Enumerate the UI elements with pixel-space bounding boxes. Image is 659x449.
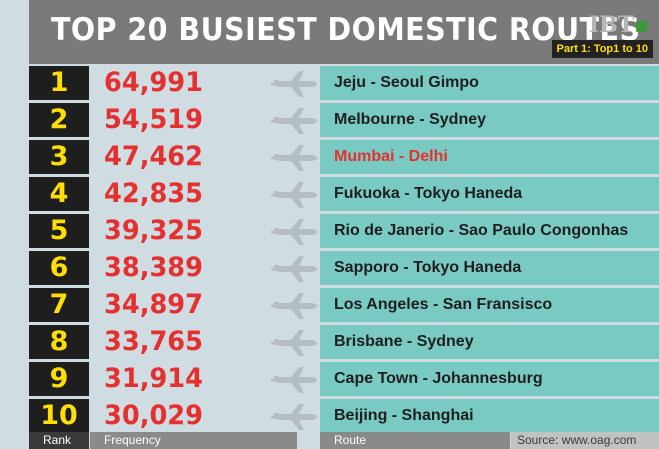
route-label: Sapporo - Tokyo Haneda — [334, 259, 522, 276]
route-label: Cape Town - Johannesburg — [334, 370, 543, 387]
route-cell: Beijing - Shanghai — [320, 399, 659, 433]
table-row: 9 31,914 Cape Town - Johannesburg — [29, 362, 659, 396]
frequency-value: 39,325 — [104, 215, 203, 246]
rank-cell: 5 — [29, 214, 89, 248]
rank-cell: 7 — [29, 288, 89, 322]
rank-cell: 3 — [29, 140, 89, 174]
table-row: 6 38,389 Sapporo - Tokyo Haneda — [29, 251, 659, 285]
airplane-icon — [268, 69, 318, 99]
table-row: 8 33,765 Brisbane - Sydney — [29, 325, 659, 359]
rank-cell: 4 — [29, 177, 89, 211]
frequency-cell: 47,462 — [90, 140, 347, 174]
route-cell: Melbourne - Sydney — [320, 103, 659, 137]
route-cell: Fukuoka - Tokyo Haneda — [320, 177, 659, 211]
table-row: 1 64,991 Jeju - Seoul Gimpo — [29, 66, 659, 100]
table-row: 2 54,519 Melbourne - Sydney — [29, 103, 659, 137]
frequency-value: 54,519 — [104, 104, 203, 135]
airplane-icon — [268, 402, 318, 432]
part-badge: Part 1: Top1 to 10 — [551, 40, 653, 58]
frequency-value: 42,835 — [104, 178, 203, 209]
route-label: Fukuoka - Tokyo Haneda — [334, 185, 523, 202]
airplane-icon — [268, 106, 318, 136]
frequency-cell: 38,389 — [90, 251, 347, 285]
rank-cell: 9 — [29, 362, 89, 396]
table-row: 10 30,029 Beijing - Shanghai — [29, 399, 659, 433]
rank-cell: 8 — [29, 325, 89, 359]
page-title: TOP 20 BUSIEST DOMESTIC ROUTES — [51, 12, 641, 48]
route-cell: Jeju - Seoul Gimpo — [320, 66, 659, 100]
frequency-value: 34,897 — [104, 289, 203, 320]
frequency-value: 30,029 — [104, 400, 203, 431]
frequency-cell: 31,914 — [90, 362, 347, 396]
header-banner: TOP 20 BUSIEST DOMESTIC ROUTES IBT▪ Part… — [29, 0, 659, 64]
brand-text: IBT — [588, 12, 635, 38]
frequency-cell: 39,325 — [90, 214, 347, 248]
airplane-icon — [268, 365, 318, 395]
frequency-cell: 42,835 — [90, 177, 347, 211]
route-cell: Brisbane - Sydney — [320, 325, 659, 359]
frequency-cell: 64,991 — [90, 66, 347, 100]
table-footer: Rank Frequency Route Source: www.oag.com — [29, 432, 659, 449]
route-label: Beijing - Shanghai — [334, 407, 474, 424]
frequency-value: 31,914 — [104, 363, 203, 394]
frequency-cell: 33,765 — [90, 325, 347, 359]
route-cell: Sapporo - Tokyo Haneda — [320, 251, 659, 285]
table-row: 3 47,462 Mumbai - Delhi — [29, 140, 659, 174]
airplane-icon — [268, 291, 318, 321]
table-row: 7 34,897 Los Angeles - San Fransisco — [29, 288, 659, 322]
route-label: Rio de Janerio - Sao Paulo Congonhas — [334, 222, 629, 239]
route-cell: Cape Town - Johannesburg — [320, 362, 659, 396]
route-label: Brisbane - Sydney — [334, 333, 474, 350]
airplane-icon — [268, 180, 318, 210]
table-row: 5 39,325 Rio de Janerio - Sao Paulo Congon… — [29, 214, 659, 248]
route-label: Melbourne - Sydney — [334, 111, 487, 128]
route-cell: Los Angeles - San Fransisco — [320, 288, 659, 322]
route-label: Los Angeles - San Fransisco — [334, 296, 553, 313]
route-cell: Mumbai - Delhi — [320, 140, 659, 174]
brand-dot-icon: ▪ — [634, 12, 649, 38]
frequency-value: 47,462 — [104, 141, 203, 172]
column-header-frequency: Frequency — [90, 432, 297, 449]
column-header-route: Route — [320, 432, 510, 449]
table-row: 4 42,835 Fukuoka - Tokyo Haneda — [29, 177, 659, 211]
rank-cell: 2 — [29, 103, 89, 137]
route-cell: Rio de Janerio - Sao Paulo Congonhas — [320, 214, 659, 248]
column-header-rank: Rank — [29, 432, 89, 449]
airplane-icon — [268, 143, 318, 173]
frequency-value: 38,389 — [104, 252, 203, 283]
rank-cell: 6 — [29, 251, 89, 285]
frequency-cell: 30,029 — [90, 399, 347, 433]
frequency-cell: 34,897 — [90, 288, 347, 322]
airplane-icon — [268, 254, 318, 284]
rank-cell: 10 — [29, 399, 89, 433]
brand-logo: IBT▪ — [589, 12, 649, 38]
route-label: Mumbai - Delhi — [334, 148, 448, 165]
frequency-value: 64,991 — [104, 67, 203, 98]
rank-cell: 1 — [29, 66, 89, 100]
frequency-cell: 54,519 — [90, 103, 347, 137]
airplane-icon — [268, 217, 318, 247]
route-label: Jeju - Seoul Gimpo — [334, 74, 479, 91]
frequency-value: 33,765 — [104, 326, 203, 357]
source-credit: Source: www.oag.com — [511, 432, 659, 449]
airplane-icon — [268, 328, 318, 358]
